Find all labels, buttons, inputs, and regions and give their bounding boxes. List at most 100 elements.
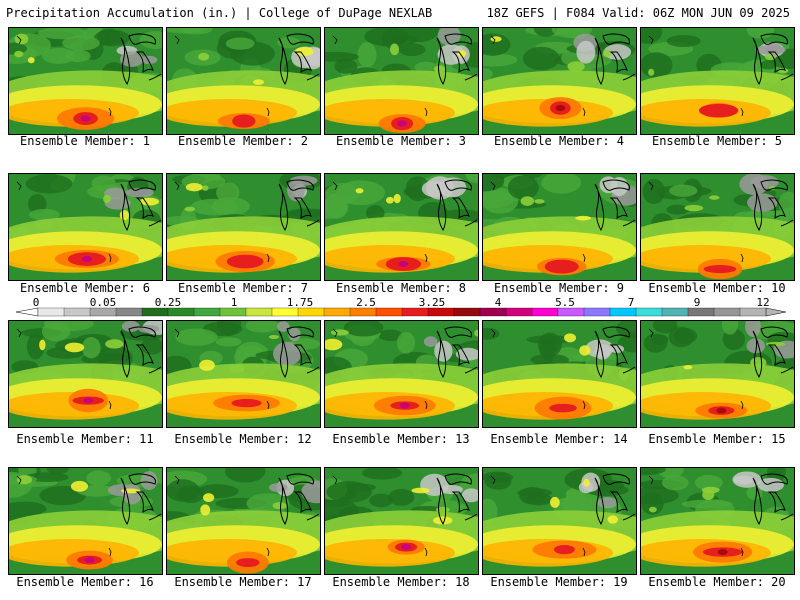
colorbar-bin xyxy=(609,307,637,317)
colorbar-tick-label: 1 xyxy=(230,296,238,309)
colorbar-tick-label: 3.25 xyxy=(418,296,446,309)
colorbar-bin xyxy=(661,307,689,317)
panel-label: Ensemble Member: 3 xyxy=(335,134,467,148)
colorbar-tick-label: 5.5 xyxy=(555,296,575,309)
panel-label: Ensemble Member: 11 xyxy=(16,432,154,446)
precip-map-16 xyxy=(9,468,162,574)
ensemble-panel-16 xyxy=(8,467,163,575)
panel-label: Ensemble Member: 17 xyxy=(174,575,312,589)
ensemble-panel-11 xyxy=(8,320,163,428)
panel-label: Ensemble Member: 6 xyxy=(19,281,151,295)
panel-label: Ensemble Member: 19 xyxy=(490,575,628,589)
colorbar-bin xyxy=(583,307,611,317)
colorbar-bin xyxy=(219,307,247,317)
ensemble-panel-19 xyxy=(482,467,637,575)
precip-map-10 xyxy=(641,174,794,280)
colorbar-bin xyxy=(193,307,221,317)
precip-map-15 xyxy=(641,321,794,427)
ensemble-panel-10 xyxy=(640,173,795,281)
colorbar-tick-label: 1.75 xyxy=(286,296,314,309)
colorbar-tick-label: 7 xyxy=(627,296,635,309)
ensemble-panel-5 xyxy=(640,27,795,135)
colorbar-bin xyxy=(323,307,351,317)
precip-colorbar: 0 0.05 0.25 1 1.75 2.5 3.25 4 5.5 7 9 12 xyxy=(0,296,800,320)
colorbar-tick-label: 12 xyxy=(756,296,770,309)
precip-map-1 xyxy=(9,28,162,134)
ensemble-panel-17 xyxy=(166,467,321,575)
colorbar-bin xyxy=(297,307,325,317)
panel-label: Ensemble Member: 15 xyxy=(648,432,786,446)
ensemble-panel-6 xyxy=(8,173,163,281)
precip-map-11 xyxy=(9,321,162,427)
colorbar-bin xyxy=(89,307,117,317)
precip-map-8 xyxy=(325,174,478,280)
ensemble-panel-15 xyxy=(640,320,795,428)
ensemble-panel-13 xyxy=(324,320,479,428)
precip-map-19 xyxy=(483,468,636,574)
panel-label: Ensemble Member: 13 xyxy=(332,432,470,446)
precip-map-18 xyxy=(325,468,478,574)
colorbar-max-arrow xyxy=(765,307,787,317)
panel-label: Ensemble Member: 18 xyxy=(332,575,470,589)
model-valid-time: 18Z GEFS | F084 Valid: 06Z MON JUN 09 20… xyxy=(486,6,790,20)
ensemble-panel-18 xyxy=(324,467,479,575)
precip-map-13 xyxy=(325,321,478,427)
panel-label: Ensemble Member: 7 xyxy=(177,281,309,295)
panel-label: Ensemble Member: 12 xyxy=(174,432,312,446)
ensemble-panel-7 xyxy=(166,173,321,281)
colorbar-bin xyxy=(713,307,741,317)
colorbar-bin xyxy=(375,307,403,317)
panel-label: Ensemble Member: 8 xyxy=(335,281,467,295)
precip-map-14 xyxy=(483,321,636,427)
colorbar-bin xyxy=(37,307,65,317)
ensemble-panel-8 xyxy=(324,173,479,281)
panel-label: Ensemble Member: 14 xyxy=(490,432,628,446)
colorbar-tick-label: 0 xyxy=(32,296,40,309)
colorbar-bin xyxy=(453,307,481,317)
precip-map-9 xyxy=(483,174,636,280)
colorbar-bin xyxy=(427,307,455,317)
precip-map-7 xyxy=(167,174,320,280)
colorbar-bin xyxy=(505,307,533,317)
precip-map-20 xyxy=(641,468,794,574)
panel-label: Ensemble Member: 10 xyxy=(648,281,786,295)
precip-map-12 xyxy=(167,321,320,427)
precip-map-5 xyxy=(641,28,794,134)
precip-map-17 xyxy=(167,468,320,574)
precip-map-2 xyxy=(167,28,320,134)
colorbar-bin xyxy=(479,307,507,317)
colorbar-bin xyxy=(635,307,663,317)
panel-label: Ensemble Member: 5 xyxy=(651,134,783,148)
colorbar-bin xyxy=(531,307,559,317)
colorbar-min-arrow xyxy=(15,307,39,317)
colorbar-bin xyxy=(271,307,299,317)
ensemble-panel-3 xyxy=(324,27,479,135)
panel-label: Ensemble Member: 4 xyxy=(493,134,625,148)
colorbar-bin xyxy=(167,307,195,317)
colorbar-tick-label: 0.25 xyxy=(154,296,182,309)
ensemble-panel-12 xyxy=(166,320,321,428)
ensemble-panel-2 xyxy=(166,27,321,135)
precip-map-4 xyxy=(483,28,636,134)
colorbar-bin xyxy=(687,307,715,317)
colorbar-bin xyxy=(63,307,91,317)
ensemble-panel-1 xyxy=(8,27,163,135)
map-title: Precipitation Accumulation (in.) | Colle… xyxy=(6,6,433,20)
colorbar-tick-label: 2.5 xyxy=(356,296,376,309)
precip-map-6 xyxy=(9,174,162,280)
precip-map-3 xyxy=(325,28,478,134)
colorbar-tick-label: 9 xyxy=(693,296,701,309)
colorbar-tick-label: 0.05 xyxy=(89,296,117,309)
ensemble-panel-9 xyxy=(482,173,637,281)
ensemble-panel-20 xyxy=(640,467,795,575)
ensemble-panel-14 xyxy=(482,320,637,428)
ensemble-panel-4 xyxy=(482,27,637,135)
colorbar-tick-label: 4 xyxy=(494,296,502,309)
panel-label: Ensemble Member: 1 xyxy=(19,134,151,148)
colorbar-strip xyxy=(15,307,787,317)
panel-label: Ensemble Member: 2 xyxy=(177,134,309,148)
colorbar-bin xyxy=(115,307,143,317)
colorbar-bin xyxy=(401,307,429,317)
panel-label: Ensemble Member: 9 xyxy=(493,281,625,295)
colorbar-bin xyxy=(141,307,169,317)
